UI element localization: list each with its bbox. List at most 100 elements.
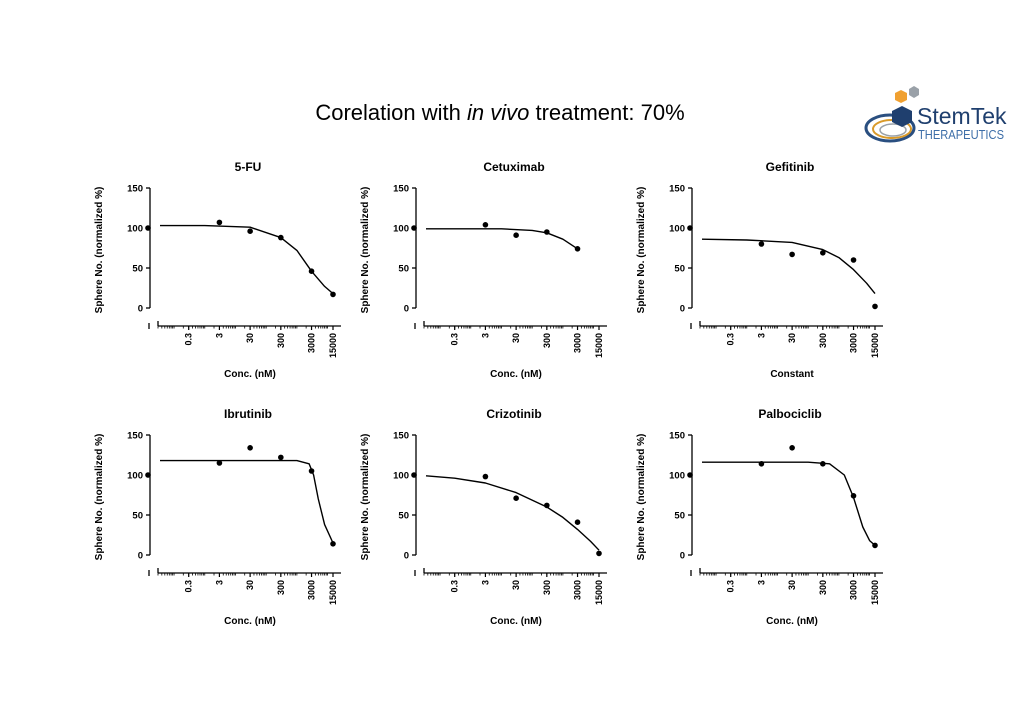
x-tick-label: 3 [480,580,490,585]
chart-panel-2: Cetuximab 0 50 100 150 Sphere No. (normalized… [360,160,607,380]
x-tick-label: 300 [542,333,552,348]
x-tick-label: 15000 [328,333,338,358]
data-point [278,454,284,461]
y-tick-label: 0 [404,304,409,315]
data-point [247,445,253,451]
y-tick-label: 150 [127,184,143,195]
data-point [513,232,519,238]
x-tick-label: 30 [245,580,255,590]
y-tick-label: 150 [393,431,409,442]
y-axis-label: Sphere No. (normalized %) [94,187,105,314]
y-tick-label: 100 [127,224,143,235]
fit-curve [426,228,578,250]
chart-panel-1: 5-FU 0 50 100 150 Sphere No. (normalized %) 0.… [94,160,341,380]
x-tick-label: 15000 [328,580,338,605]
data-point [247,228,253,234]
logo-hex-gray [909,86,919,98]
page-title: Corelation with in vivo treatment: 70% [250,100,750,126]
x-tick-label: 30 [787,580,797,590]
y-tick-label: 150 [127,431,143,442]
chart-title: Gefitinib [766,160,815,174]
fit-curve [160,224,334,295]
y-tick-label: 100 [669,471,685,482]
x-tick-label: 0.3 [726,580,736,593]
control-point [411,472,417,478]
chart-title: 5-FU [235,160,262,174]
x-tick-label: 30 [511,333,521,343]
y-tick-label: 100 [669,224,685,235]
y-tick-label: 0 [404,551,409,562]
control-point [687,225,693,231]
x-axis-label: Constant [770,369,814,380]
x-axis-label: Conc. (nM) [224,369,276,380]
y-tick-label: 50 [674,264,685,275]
data-point [330,291,336,298]
y-tick-label: 0 [138,304,143,315]
x-tick-label: 3 [214,333,224,338]
y-tick-label: 50 [398,511,409,522]
y-tick-label: 150 [669,184,685,195]
x-tick-label: 3 [756,333,766,338]
data-point [789,251,795,258]
chart-title: Palbociclib [758,407,821,421]
x-tick-label: 3 [756,580,766,585]
control-point [145,472,151,478]
data-point [216,219,223,226]
y-axis-label: Sphere No. (normalized %) [94,434,105,561]
data-point [330,541,336,547]
data-point [482,222,489,228]
data-point [482,473,489,480]
x-axis-label: Conc. (nM) [766,616,818,627]
x-tick-label: 15000 [594,580,604,605]
x-tick-label: 15000 [870,333,880,358]
svg-text:StemTek: StemTek [917,103,1007,129]
x-tick-label: 0.3 [184,333,194,346]
x-tick-label: 0.3 [184,580,194,593]
x-axis-label: Conc. (nM) [490,616,542,627]
y-axis-label: Sphere No. (normalized %) [360,434,371,561]
data-point [308,268,315,275]
control-point [411,225,417,231]
data-point [789,445,795,451]
y-tick-label: 50 [398,264,409,275]
data-point [544,229,550,235]
y-tick-label: 50 [674,511,685,522]
title-prefix: Corelation with [315,100,467,125]
data-point [513,495,519,502]
x-tick-label: 300 [276,333,286,348]
y-tick-label: 100 [393,471,409,482]
chart-title: Cetuximab [483,160,544,174]
control-point [687,472,693,478]
fit-curve [701,238,876,295]
x-tick-label: 300 [818,580,828,595]
data-point [574,519,581,525]
logo-ring-inner [879,123,907,137]
data-point [872,303,878,310]
x-tick-label: 30 [787,333,797,343]
x-tick-label: 3000 [849,333,859,353]
data-point [278,234,284,241]
y-axis-label: Sphere No. (normalized %) [636,187,647,314]
x-tick-label: 0.3 [726,333,736,346]
x-tick-label: 0.3 [450,580,460,593]
logo-name-stem: Stem [917,103,971,129]
x-tick-label: 3000 [573,580,583,600]
x-tick-label: 3000 [307,333,317,353]
logo-hex-navy [892,106,912,127]
x-axis-label: Conc. (nM) [224,616,276,627]
data-point [574,246,581,252]
y-axis-label: Sphere No. (normalized %) [360,187,371,314]
data-point [216,460,223,466]
stemtek-logo: StemTek THERAPEUTICS [864,86,1007,143]
chart-title: Crizotinib [486,407,541,421]
control-point [145,225,151,231]
data-point [596,550,602,557]
y-tick-label: 50 [132,264,143,275]
y-tick-label: 50 [132,511,143,522]
data-point [544,502,550,509]
x-tick-label: 3000 [849,580,859,600]
data-point [850,257,857,263]
y-tick-label: 100 [393,224,409,235]
fit-curve [425,475,600,551]
